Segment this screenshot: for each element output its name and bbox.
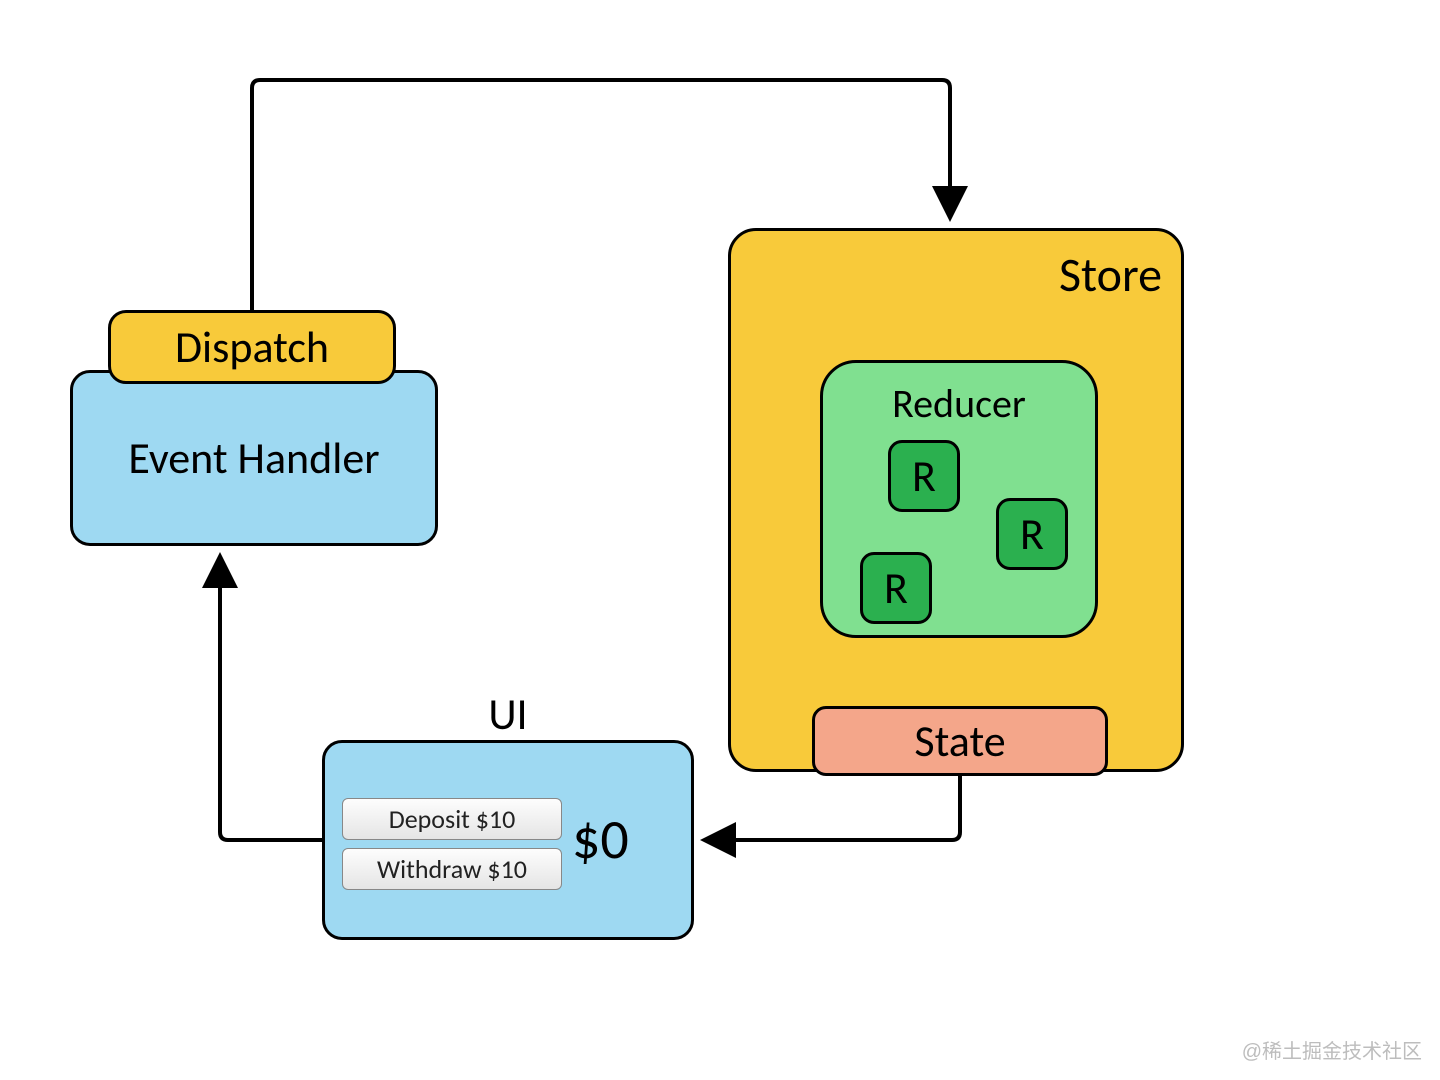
event-handler-node: Event Handler bbox=[70, 370, 438, 546]
r-node-1: R bbox=[888, 440, 960, 512]
r-node-3-label: R bbox=[884, 561, 908, 615]
dispatch-node: Dispatch bbox=[108, 310, 396, 384]
r-node-2: R bbox=[996, 498, 1068, 570]
diagram-canvas: Store Reducer R R R State Event Handler … bbox=[0, 0, 1440, 1080]
r-node-2-label: R bbox=[1020, 507, 1044, 561]
store-label: Store bbox=[1059, 245, 1162, 304]
ui-node: UI bbox=[322, 740, 694, 940]
edge-ui-to-event bbox=[220, 558, 322, 840]
ui-balance: $0 bbox=[572, 806, 629, 874]
ui-label: UI bbox=[325, 687, 691, 741]
edge-state-to-ui bbox=[706, 776, 960, 840]
deposit-button[interactable]: Deposit $10 bbox=[342, 798, 562, 840]
reducer-label: Reducer bbox=[823, 379, 1095, 428]
dispatch-label: Dispatch bbox=[175, 320, 329, 374]
deposit-button-label: Deposit $10 bbox=[389, 803, 516, 835]
withdraw-button-label: Withdraw $10 bbox=[377, 853, 527, 885]
state-label: State bbox=[914, 714, 1005, 768]
state-node: State bbox=[812, 706, 1108, 776]
withdraw-button[interactable]: Withdraw $10 bbox=[342, 848, 562, 890]
r-node-3: R bbox=[860, 552, 932, 624]
watermark: @稀土掘金技术社区 bbox=[1242, 1035, 1422, 1064]
event-handler-label: Event Handler bbox=[128, 431, 379, 485]
r-node-1-label: R bbox=[912, 449, 936, 503]
